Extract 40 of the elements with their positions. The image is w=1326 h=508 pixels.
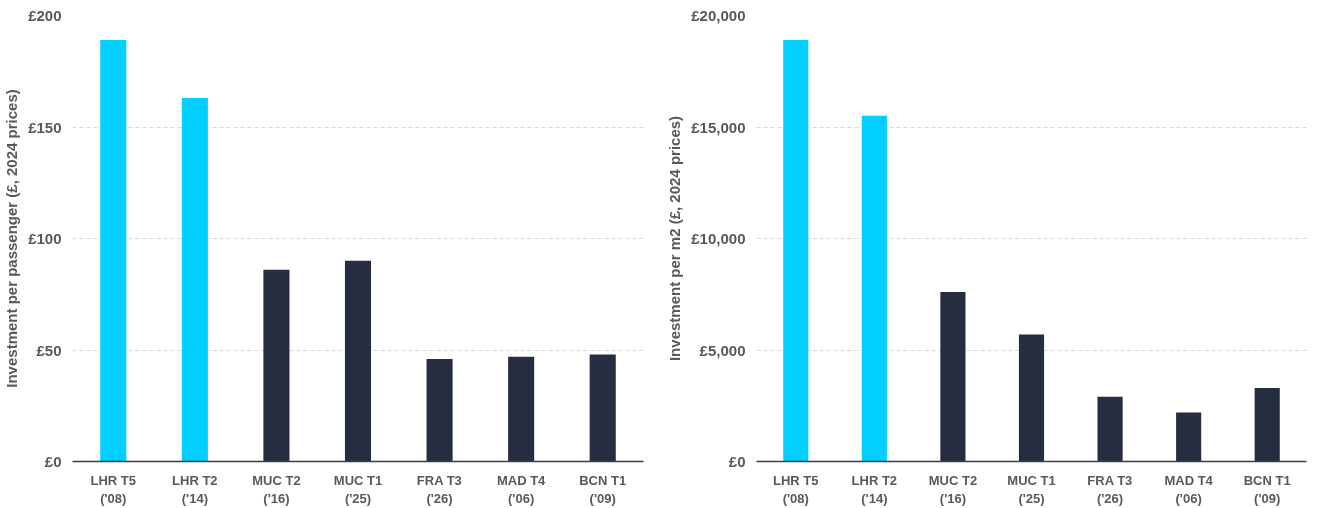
x-tick-label: BCN T1 ('09) (1243, 472, 1291, 506)
bar (1018, 334, 1045, 462)
y-tick-label: £10,000 (691, 230, 746, 247)
x-tick-label: LHR T5 ('08) (773, 472, 819, 506)
y-tick-label: £15,000 (691, 118, 746, 136)
x-tick-label: MUC T2 ('16) (252, 472, 301, 506)
x-tick-label: FRA T3 ('26) (1087, 472, 1133, 506)
bar (589, 354, 616, 462)
y-tick-label: £200 (28, 7, 62, 24)
y-tick-label: £5,000 (699, 341, 746, 359)
bar (426, 358, 453, 462)
y-tick-label: £0 (44, 453, 62, 470)
x-tick-label: MUC T2 ('16) (928, 472, 978, 506)
bar (508, 356, 535, 462)
bar (344, 260, 372, 462)
y-tick-label: £100 (28, 230, 62, 247)
bar (861, 115, 887, 462)
bar (1176, 412, 1202, 462)
bar (940, 292, 966, 462)
y-tick-label: £20,000 (691, 7, 746, 24)
x-tick-label: FRA T3 ('26) (416, 472, 462, 506)
y-axis-title: Investment per m2 (£, 2024 prices) (666, 115, 684, 362)
x-tick-label: MAD T4 ('06) (1164, 472, 1214, 506)
x-tick-label: LHR T2 ('14) (851, 472, 898, 506)
x-tick-label: MUC T1 ('25) (333, 472, 383, 506)
x-tick-label: LHR T5 ('08) (90, 472, 137, 506)
x-tick-label: MAD T4 ('06) (496, 472, 547, 506)
y-axis-title: Investment per passenger (£, 2024 prices) (3, 89, 21, 388)
bar (100, 40, 127, 462)
bar (1097, 396, 1123, 462)
bar (181, 98, 208, 462)
y-tick-label: £150 (28, 118, 62, 136)
x-tick-label: LHR T2 ('14) (172, 472, 218, 506)
x-tick-label: BCN T1 ('09) (579, 472, 627, 506)
bar (263, 269, 290, 462)
bar (783, 40, 809, 462)
x-tick-label: MUC T1 ('25) (1007, 472, 1056, 506)
y-tick-label: £50 (36, 341, 62, 359)
bar (1254, 387, 1280, 462)
y-tick-label: £0 (728, 453, 746, 470)
